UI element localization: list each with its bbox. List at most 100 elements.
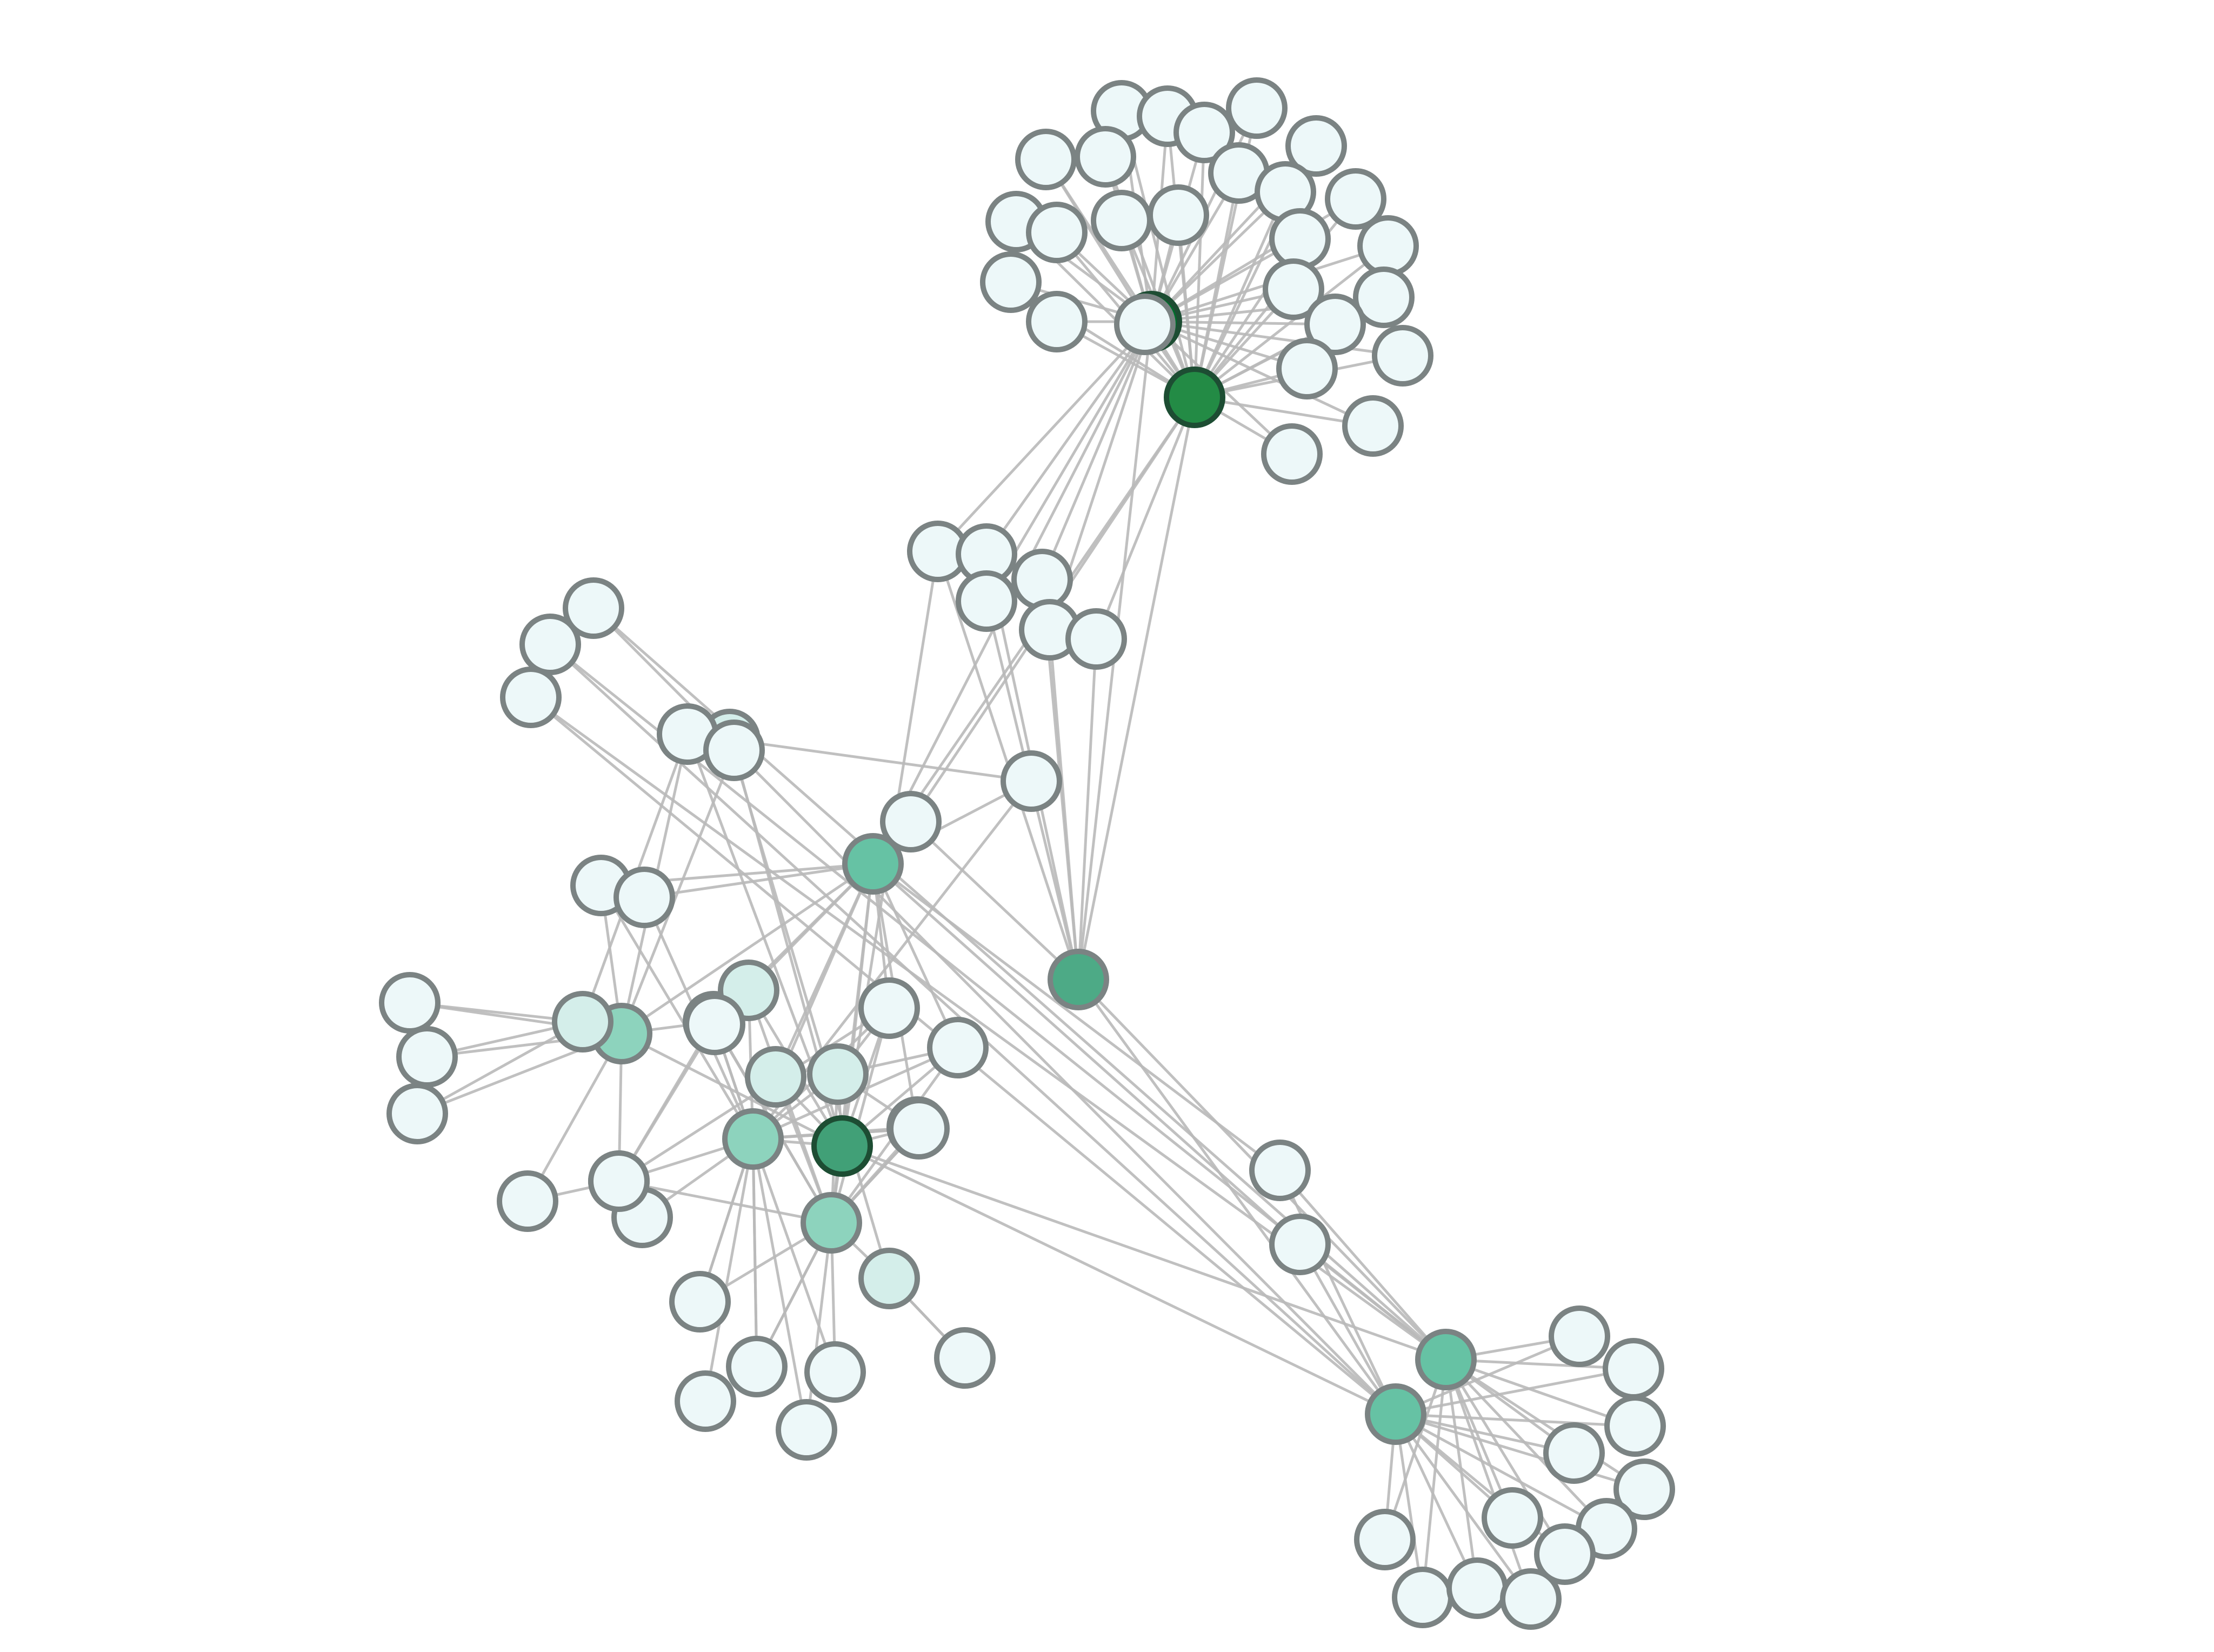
graph-node-b4	[888, 1098, 950, 1160]
graph-edge	[1298, 1243, 1397, 1415]
graph-node-t17	[980, 251, 1042, 313]
graph-edge	[751, 1138, 758, 1367]
graph-edge	[1444, 1358, 1566, 1555]
graph-node-l3	[500, 667, 562, 728]
graph-edge	[1077, 397, 1196, 980]
graph-edge	[1395, 1335, 1580, 1416]
graph-edge	[872, 863, 1301, 1245]
graph-edge	[841, 1144, 1397, 1416]
graph-node-b5	[669, 1271, 731, 1333]
graph-edge	[1278, 1169, 1397, 1415]
graph-node-b2	[858, 977, 920, 1039]
graph-node-e1	[1549, 1305, 1610, 1367]
graph-node-w6	[807, 1043, 869, 1105]
graph-edge	[774, 863, 875, 1078]
graph-edge	[526, 1032, 623, 1202]
graph-node-f1	[379, 972, 441, 1034]
graph-edge	[1193, 245, 1389, 398]
graph-node-e12	[1500, 1568, 1562, 1630]
node-layer	[379, 77, 1675, 1630]
graph-node-w2	[552, 991, 613, 1053]
graph-edge	[1299, 1243, 1447, 1361]
graph-node-b8	[675, 1370, 736, 1432]
graph-node-m5	[722, 1108, 784, 1170]
graph-node-t12	[1026, 202, 1088, 263]
graph-node-t10	[1325, 168, 1386, 230]
graph-edge	[1394, 1413, 1532, 1600]
graph-edge	[644, 862, 873, 899]
graph-edge	[1150, 191, 1286, 323]
graph-node-k2	[613, 867, 675, 928]
graph-node-e8	[1482, 1487, 1543, 1549]
graph-node-h2	[1164, 367, 1225, 428]
graph-edge	[1445, 1358, 1645, 1491]
graph-edge	[1421, 1359, 1448, 1598]
graph-edge	[1395, 1367, 1634, 1416]
graph-node-c4	[1011, 549, 1073, 610]
graph-node-t20	[1026, 291, 1088, 352]
graph-node-t3	[1173, 102, 1235, 163]
graph-node-m2	[842, 833, 904, 895]
graph-edge	[1395, 1413, 1636, 1428]
graph-node-m3	[811, 1115, 873, 1177]
graph-node-t13	[1091, 190, 1152, 251]
graph-node-w8	[858, 1248, 920, 1309]
graph-node-b7	[934, 1327, 996, 1389]
graph-node-b13	[588, 1150, 650, 1212]
graph-node-c8	[1001, 750, 1062, 812]
graph-edge	[729, 738, 1032, 783]
graph-edge	[1445, 1358, 1636, 1428]
graph-edge	[1394, 1414, 1424, 1598]
graph-edge	[1077, 638, 1098, 980]
graph-edge	[910, 821, 1079, 981]
graph-node-t24	[1342, 395, 1404, 457]
graph-edge	[1193, 132, 1206, 398]
graph-node-t19	[1353, 267, 1415, 328]
graph-node-t15	[1269, 208, 1331, 270]
graph-node-p2	[703, 720, 765, 781]
graph-node-c6	[1065, 608, 1127, 670]
graph-node-t4	[1226, 77, 1288, 139]
graph-node-e7	[1534, 1523, 1596, 1585]
graph-node-e5	[1613, 1458, 1675, 1520]
graph-node-s1	[1415, 1329, 1477, 1390]
graph-node-e3	[1604, 1395, 1666, 1457]
graph-edge	[830, 1008, 891, 1223]
graph-node-l2	[519, 614, 581, 675]
graph-edge	[1048, 629, 1080, 980]
graph-node-r1	[1249, 1140, 1311, 1201]
graph-node-c3	[956, 570, 1017, 632]
graph-node-w5	[745, 1046, 806, 1108]
graph-node-t6	[1015, 129, 1077, 190]
graph-node-s2	[1365, 1383, 1426, 1445]
graph-node-t5	[1285, 115, 1347, 177]
graph-node-t22	[1372, 325, 1433, 387]
graph-node-b12	[497, 1170, 558, 1232]
graph-node-t26	[1114, 294, 1176, 355]
graph-edge	[1044, 158, 1196, 398]
graph-edge	[937, 321, 1152, 552]
graph-edge	[618, 1180, 832, 1224]
graph-edge	[1395, 1413, 1645, 1491]
graph-node-e10	[1392, 1567, 1453, 1628]
graph-edge	[1395, 1413, 1608, 1530]
graph-node-t18	[1263, 258, 1324, 320]
graph-node-t16	[1357, 215, 1419, 277]
graph-edge	[1279, 1169, 1447, 1361]
graph-node-e4	[1543, 1422, 1605, 1484]
graph-node-r2	[1269, 1214, 1331, 1275]
graph-edge	[1041, 321, 1153, 580]
graph-edge	[1444, 1359, 1532, 1600]
graph-node-f2	[396, 1026, 458, 1088]
graph-node-t21	[1304, 294, 1366, 355]
graph-node-b9	[804, 1341, 866, 1403]
graph-edge	[416, 1020, 584, 1115]
graph-edge	[1394, 1413, 1479, 1589]
graph-node-m6	[801, 1192, 862, 1254]
graph-edge	[1193, 191, 1287, 398]
graph-node-f3	[386, 1083, 448, 1144]
graph-node-b3	[927, 1017, 989, 1078]
graph-edge	[751, 1138, 808, 1430]
graph-node-e11	[1446, 1557, 1508, 1619]
